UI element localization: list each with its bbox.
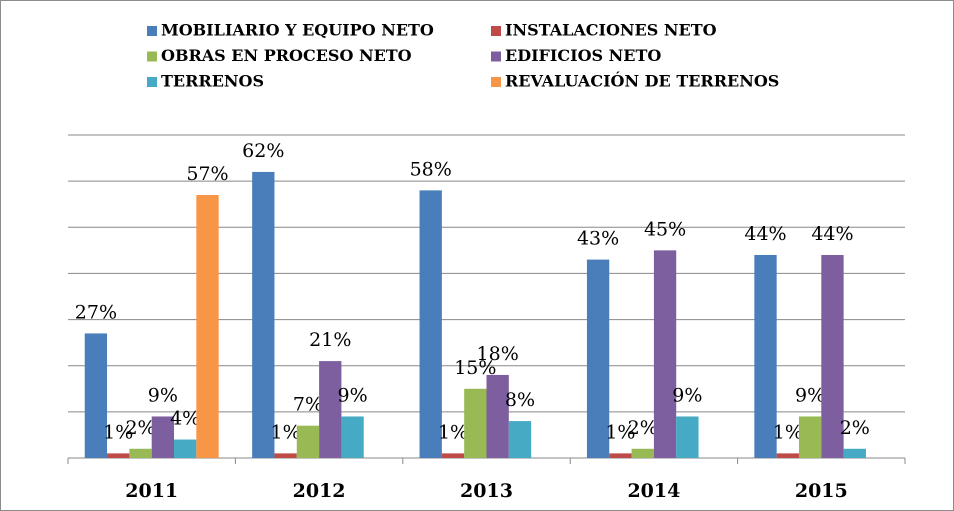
- bar: [631, 448, 654, 458]
- bar: [84, 333, 108, 458]
- data-label: 9%: [672, 384, 702, 406]
- data-label: 4%: [170, 408, 200, 430]
- data-label: 1%: [773, 421, 803, 443]
- bar: [676, 416, 699, 458]
- legend-swatch: [491, 77, 501, 87]
- legend-label: REVALUACIÓN DE TERRENOS: [505, 71, 779, 91]
- bar: [274, 453, 297, 458]
- data-label: 9%: [148, 384, 178, 406]
- legend-label: OBRAS EN PROCESO NETO: [161, 46, 412, 65]
- data-label: 7%: [293, 394, 323, 416]
- data-label: 21%: [309, 329, 351, 351]
- bar: [776, 453, 799, 458]
- bar: [174, 439, 197, 458]
- legend-swatch: [147, 51, 157, 62]
- bar: [296, 425, 320, 458]
- data-label: 45%: [644, 218, 686, 240]
- data-label: 1%: [103, 421, 133, 443]
- x-tick-label: 2014: [627, 480, 680, 502]
- legend-label: MOBILIARIO Y EQUIPO NETO: [161, 21, 434, 40]
- data-label: 43%: [577, 228, 619, 250]
- bar: [319, 361, 342, 458]
- data-label: 1%: [605, 421, 635, 443]
- bar: [151, 416, 175, 458]
- bar: [754, 254, 777, 458]
- bar: [441, 453, 465, 458]
- data-label: 1%: [271, 421, 301, 443]
- bar: [419, 190, 442, 458]
- legend-label: EDIFICIOS NETO: [505, 46, 661, 65]
- x-tick-label: 2015: [795, 480, 848, 502]
- bar: [798, 416, 822, 458]
- data-label: 15%: [454, 357, 496, 379]
- data-label: 27%: [75, 301, 117, 323]
- data-label: 9%: [338, 384, 368, 406]
- bar: [129, 448, 152, 458]
- bar: [586, 259, 610, 458]
- bar: [107, 453, 130, 458]
- legend-swatch: [147, 77, 157, 87]
- legend-swatch: [491, 51, 501, 62]
- data-label: 1%: [438, 421, 468, 443]
- x-tick-label: 2011: [125, 480, 178, 502]
- bar: [508, 421, 532, 458]
- data-label: 58%: [410, 158, 452, 180]
- bar: [653, 250, 677, 458]
- bar: [486, 374, 509, 458]
- data-label: 44%: [744, 223, 786, 245]
- data-label: 62%: [242, 140, 284, 162]
- bar: [821, 254, 844, 458]
- legend-swatch: [147, 26, 157, 36]
- legend-swatch: [491, 26, 501, 36]
- data-label: 2%: [840, 417, 870, 439]
- bar: [252, 171, 275, 458]
- bar: [341, 416, 364, 458]
- data-label: 44%: [811, 223, 853, 245]
- bar: [464, 388, 487, 458]
- data-label: 18%: [477, 343, 519, 365]
- x-tick-label: 2012: [293, 480, 346, 502]
- data-label: 57%: [186, 163, 228, 185]
- legend-label: TERRENOS: [161, 72, 264, 91]
- data-label: 2%: [628, 417, 658, 439]
- bar: [196, 194, 219, 458]
- data-label: 8%: [505, 389, 535, 411]
- data-label: 9%: [795, 384, 825, 406]
- bar: [843, 448, 866, 458]
- bar: [609, 453, 632, 458]
- legend-label: INSTALACIONES NETO: [505, 21, 717, 40]
- x-tick-label: 2013: [460, 480, 513, 502]
- data-label: 2%: [125, 417, 155, 439]
